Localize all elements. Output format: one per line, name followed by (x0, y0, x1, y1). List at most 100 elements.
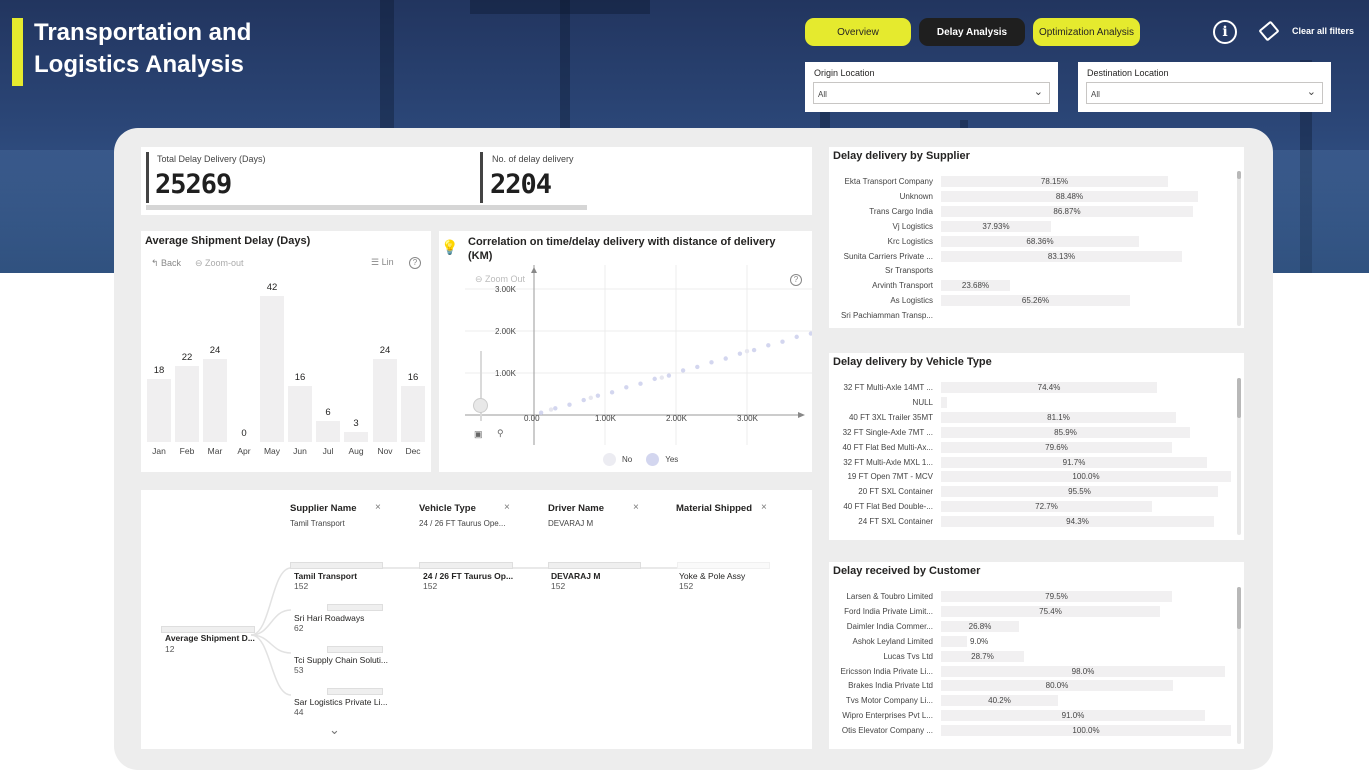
bar[interactable] (203, 359, 227, 442)
bar[interactable] (373, 359, 397, 442)
supplier-node-name[interactable]: Sar Logistics Private Li... (294, 697, 388, 707)
nav-delay-analysis-button[interactable]: Delay Analysis (919, 18, 1025, 46)
supplier-node-bar[interactable] (290, 562, 383, 569)
supplier-node-name[interactable]: Sri Hari Roadways (294, 613, 365, 623)
chevron-down-icon[interactable]: ⌄ (1033, 86, 1043, 98)
help-icon[interactable]: ? (790, 274, 802, 286)
bar[interactable] (941, 427, 1190, 438)
destination-location-dropdown[interactable]: All ⌄ (1086, 82, 1323, 104)
scatter-point[interactable] (624, 385, 629, 390)
bar[interactable] (401, 386, 425, 442)
scatter-point[interactable] (794, 334, 799, 340)
bar[interactable] (941, 206, 1193, 217)
bar[interactable] (941, 680, 1173, 691)
scatter-point[interactable] (553, 406, 558, 411)
bar[interactable] (941, 651, 1024, 662)
bar[interactable] (941, 471, 1231, 482)
bar[interactable] (941, 221, 1051, 232)
scrollbar-thumb[interactable] (1237, 171, 1241, 179)
help-icon[interactable]: ? (409, 257, 421, 269)
bar[interactable] (941, 176, 1168, 187)
origin-location-dropdown[interactable]: All ⌄ (813, 82, 1050, 104)
scatter-point[interactable] (581, 397, 586, 403)
bar[interactable] (941, 725, 1231, 736)
scatter-point[interactable] (538, 410, 544, 415)
scrollbar[interactable] (1237, 587, 1241, 744)
bar[interactable] (288, 386, 312, 442)
bar[interactable] (941, 412, 1176, 423)
supplier-node-name[interactable]: Tamil Transport (294, 571, 358, 581)
material-node-name[interactable]: Yoke & Pole Assy (679, 571, 746, 581)
scatter-point[interactable] (808, 331, 814, 336)
scrollbar-thumb[interactable] (1237, 587, 1241, 629)
scatter-point[interactable] (751, 347, 757, 353)
bar[interactable] (941, 295, 1130, 306)
bar[interactable] (941, 516, 1214, 527)
chevron-down-icon[interactable]: ⌄ (1306, 86, 1316, 98)
supplier-node-bar[interactable] (327, 646, 383, 653)
origin-location-slicer[interactable]: Origin Location All ⌄ (805, 62, 1058, 112)
bar[interactable] (941, 442, 1172, 453)
bar[interactable] (941, 621, 1019, 632)
supplier-node-name[interactable]: Tci Supply Chain Soluti... (294, 655, 389, 665)
bar[interactable] (941, 191, 1198, 202)
zoom-out-button[interactable]: ⊖ Zoom Out (475, 274, 526, 284)
bar[interactable] (941, 251, 1182, 262)
zoom-slider-track[interactable] (480, 351, 482, 421)
close-icon[interactable]: × (375, 502, 381, 513)
scatter-point[interactable] (709, 360, 714, 365)
bar[interactable] (344, 432, 368, 442)
bar[interactable] (941, 397, 947, 408)
driver-node-bar[interactable] (548, 562, 641, 569)
bar[interactable] (941, 666, 1225, 677)
scatter-point[interactable] (659, 375, 664, 380)
bar[interactable] (175, 366, 199, 442)
scatter-point[interactable] (652, 376, 657, 382)
driver-node-name[interactable]: DEVARAJ M (551, 571, 601, 581)
lin-toggle[interactable]: ☰ Lin (371, 257, 394, 267)
zoom-out-button[interactable]: ⊖ Zoom-out (195, 258, 244, 268)
close-icon[interactable]: × (504, 502, 510, 513)
bar[interactable] (941, 636, 967, 647)
chevron-down-icon[interactable]: ⌄ (329, 722, 340, 737)
bar[interactable] (941, 695, 1058, 706)
info-icon[interactable]: i (1213, 20, 1237, 44)
kpi-scrollbar[interactable] (146, 205, 587, 210)
bar[interactable] (941, 236, 1139, 247)
bar[interactable] (941, 606, 1160, 617)
pin-icon[interactable]: ⚲ (497, 428, 504, 438)
scatter-point[interactable] (766, 343, 771, 348)
bar[interactable] (260, 296, 284, 442)
bar[interactable] (941, 710, 1205, 721)
close-icon[interactable]: × (761, 502, 767, 513)
nav-optimization-analysis-button[interactable]: Optimization Analysis (1033, 18, 1140, 46)
scatter-point[interactable] (595, 393, 601, 398)
scatter-point[interactable] (723, 356, 728, 361)
destination-location-slicer[interactable]: Destination Location All ⌄ (1078, 62, 1331, 112)
scatter-point[interactable] (737, 351, 743, 356)
root-node-name[interactable]: Average Shipment D... (165, 633, 255, 643)
scatter-point[interactable] (744, 348, 750, 354)
bar[interactable] (941, 280, 1010, 291)
bar[interactable] (941, 501, 1152, 512)
camera-icon[interactable]: ▣ (474, 429, 483, 439)
bar[interactable] (941, 591, 1172, 602)
bar[interactable] (147, 379, 171, 442)
scatter-point[interactable] (567, 402, 572, 407)
clear-all-filters-button[interactable]: Clear all filters (1292, 26, 1355, 36)
zoom-slider-handle[interactable] (473, 398, 488, 413)
material-node-bar[interactable] (677, 562, 770, 569)
supplier-node-bar[interactable] (327, 688, 383, 695)
bar[interactable] (941, 486, 1218, 497)
root-node-bar[interactable] (161, 626, 255, 633)
scatter-point[interactable] (666, 373, 672, 378)
bar[interactable] (941, 457, 1207, 468)
scatter-point[interactable] (638, 381, 643, 386)
scatter-point[interactable] (680, 368, 686, 373)
vehicle-node-name[interactable]: 24 / 26 FT Taurus Op... (423, 571, 514, 581)
scrollbar[interactable] (1237, 171, 1241, 326)
scatter-point[interactable] (548, 407, 554, 412)
scatter-point[interactable] (780, 339, 785, 344)
lightbulb-icon[interactable]: 💡 (441, 239, 459, 255)
scatter-point[interactable] (695, 364, 700, 370)
